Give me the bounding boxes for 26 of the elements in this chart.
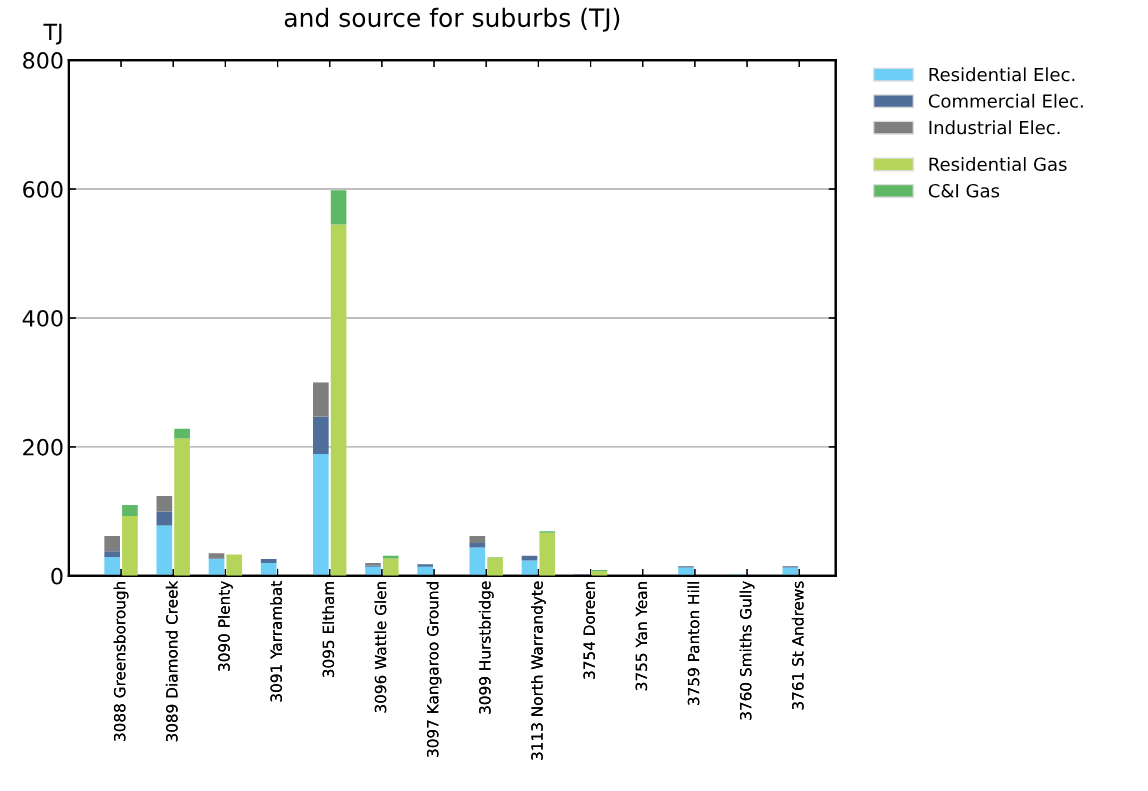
chart-title: and source for suburbs (TJ) [284,7,620,32]
x-tick-label: 3761 St Andrews [791,581,804,710]
x-tick-label: 3096 Wattle Glen [374,582,387,713]
x-tick-label: 3097 Kangaroo Ground [426,582,442,757]
y-tick-label: 800 [23,52,63,69]
x-tick-label: 3088 Greensborough [113,582,129,741]
x-tick-label: 3754 Doreen [583,582,595,679]
y-tick-label: 600 [23,181,63,198]
x-tick-label: 3755 Yan Yean [635,582,648,691]
legend-label: Industrial Elec. [929,120,1060,135]
legend-label: Residential Gas [929,157,1067,172]
legend-label: Commercial Elec. [928,93,1083,108]
x-tick-label: 3090 Plenty [217,581,233,671]
x-tick-label: 3099 Hurstbridge [478,581,494,714]
x-tick-label: 3089 Diamond Creek [165,580,178,742]
legend-label: Residential Elec. [929,67,1075,82]
y-tick-label: 200 [23,438,63,456]
y-tick-label: 400 [22,309,63,327]
x-tick-label: 3760 Smiths Gully [739,581,755,720]
legend-label: C&I Gas [928,183,1000,198]
y-tick-label: 0 [51,567,63,585]
y-axis-title: TJ [43,23,62,45]
x-tick-label: 3095 Eltham [322,582,335,678]
x-tick-label: 3091 Yarrambat [270,581,282,702]
x-tick-label: 3759 Panton Hill [687,582,700,705]
x-tick-label: 3113 North Warrandyte [531,581,546,760]
